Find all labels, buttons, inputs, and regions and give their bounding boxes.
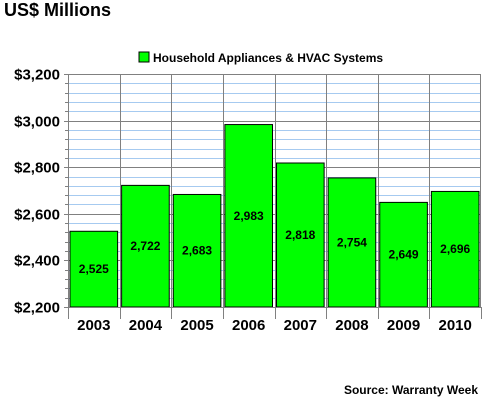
data-label-2009: 2,649 — [389, 248, 419, 262]
bar-2009 — [379, 201, 428, 308]
data-label-2006: 2,983 — [234, 209, 264, 223]
x-tick-label: 2003 — [77, 317, 110, 334]
y-tick-label: $2,200 — [14, 300, 60, 317]
legend-swatch — [138, 51, 150, 63]
x-tick-label: 2007 — [284, 317, 317, 334]
y-tick-label: $2,600 — [14, 207, 60, 224]
x-tick-label: 2006 — [232, 317, 265, 334]
data-label-2004: 2,722 — [130, 239, 160, 253]
legend-label: Household Appliances & HVAC Systems — [153, 51, 383, 65]
data-label-2008: 2,754 — [337, 235, 367, 249]
x-tick-label: 2008 — [335, 317, 368, 334]
y-tick-label: $3,200 — [14, 67, 60, 84]
data-label-2010: 2,696 — [440, 242, 470, 256]
x-tick-label: 2009 — [387, 317, 420, 334]
source-note: Source: Warranty Week — [343, 383, 478, 397]
y-tick-label: $3,000 — [14, 114, 60, 131]
bar-2010 — [430, 190, 480, 308]
x-tick-label: 2004 — [129, 317, 163, 334]
data-label-2007: 2,818 — [285, 228, 315, 242]
chart-title: US$ Millions — [4, 0, 112, 20]
legend: Household Appliances & HVAC Systems — [138, 51, 383, 65]
data-label-2005: 2,683 — [182, 244, 212, 258]
y-tick-label: $2,800 — [14, 160, 60, 177]
data-label-2003: 2,525 — [79, 262, 109, 276]
y-tick-label: $2,400 — [14, 253, 60, 270]
bar-2006 — [224, 124, 273, 308]
x-tick-label: 2010 — [439, 317, 472, 334]
bar-2008 — [327, 177, 377, 308]
bars: 2,525 2,722 2,683 2,983 2,818 2,754 2,649 2,696 — [69, 124, 480, 308]
bar-2007 — [276, 162, 325, 308]
bar-2005 — [172, 193, 222, 308]
axes: $2,200 $2,400 $2,600 $2,800 $3,000 $3,200 2003… — [14, 67, 482, 334]
x-tick-label: 2005 — [180, 317, 213, 334]
